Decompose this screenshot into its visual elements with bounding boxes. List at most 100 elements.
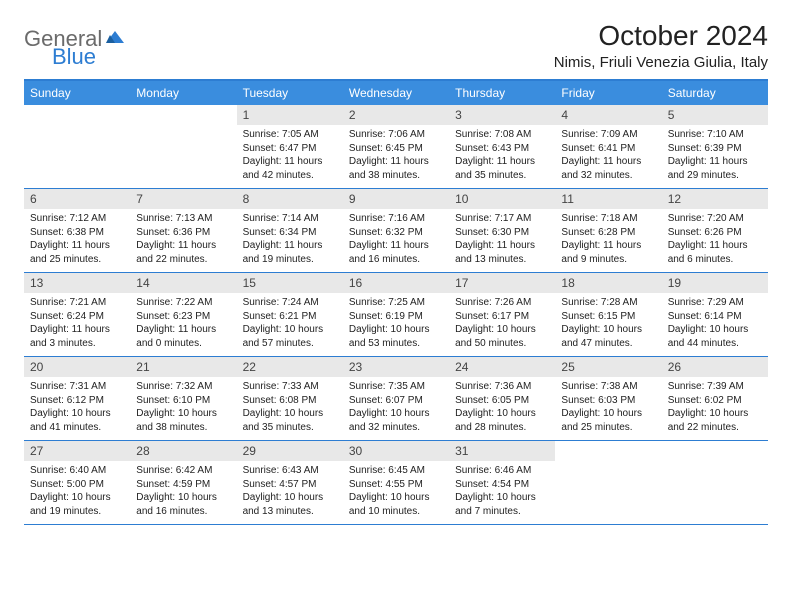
day-cell: 20Sunrise: 7:31 AMSunset: 6:12 PMDayligh… <box>24 357 130 441</box>
day-cell: 30Sunrise: 6:45 AMSunset: 4:55 PMDayligh… <box>343 441 449 525</box>
day-number: 31 <box>449 441 555 461</box>
day-number: 16 <box>343 273 449 293</box>
day-number: 19 <box>662 273 768 293</box>
day-cell: 22Sunrise: 7:33 AMSunset: 6:08 PMDayligh… <box>237 357 343 441</box>
day-cell: 11Sunrise: 7:18 AMSunset: 6:28 PMDayligh… <box>555 189 661 273</box>
day-details: Sunrise: 7:05 AMSunset: 6:47 PMDaylight:… <box>237 125 343 188</box>
day-details: Sunrise: 7:26 AMSunset: 6:17 PMDaylight:… <box>449 293 555 356</box>
day-number: 29 <box>237 441 343 461</box>
day-cell: 31Sunrise: 6:46 AMSunset: 4:54 PMDayligh… <box>449 441 555 525</box>
week-row: 6Sunrise: 7:12 AMSunset: 6:38 PMDaylight… <box>24 189 768 273</box>
day-number: 20 <box>24 357 130 377</box>
day-cell: 6Sunrise: 7:12 AMSunset: 6:38 PMDaylight… <box>24 189 130 273</box>
week-row: 20Sunrise: 7:31 AMSunset: 6:12 PMDayligh… <box>24 357 768 441</box>
day-number: 15 <box>237 273 343 293</box>
day-details: Sunrise: 7:16 AMSunset: 6:32 PMDaylight:… <box>343 209 449 272</box>
day-cell: 1Sunrise: 7:05 AMSunset: 6:47 PMDaylight… <box>237 105 343 189</box>
weekday-thursday: Thursday <box>449 80 555 105</box>
day-details: Sunrise: 7:08 AMSunset: 6:43 PMDaylight:… <box>449 125 555 188</box>
day-cell: 15Sunrise: 7:24 AMSunset: 6:21 PMDayligh… <box>237 273 343 357</box>
day-details: Sunrise: 7:06 AMSunset: 6:45 PMDaylight:… <box>343 125 449 188</box>
page-header: General October 2024 Nimis, Friuli Venez… <box>24 20 768 71</box>
day-number: 18 <box>555 273 661 293</box>
day-details: Sunrise: 7:12 AMSunset: 6:38 PMDaylight:… <box>24 209 130 272</box>
day-details: Sunrise: 7:21 AMSunset: 6:24 PMDaylight:… <box>24 293 130 356</box>
day-cell: 26Sunrise: 7:39 AMSunset: 6:02 PMDayligh… <box>662 357 768 441</box>
weekday-header-row: SundayMondayTuesdayWednesdayThursdayFrid… <box>24 80 768 105</box>
day-number: 22 <box>237 357 343 377</box>
day-details: Sunrise: 7:36 AMSunset: 6:05 PMDaylight:… <box>449 377 555 440</box>
logo-text-blue: Blue <box>52 44 96 69</box>
day-details: Sunrise: 7:28 AMSunset: 6:15 PMDaylight:… <box>555 293 661 356</box>
day-cell: 25Sunrise: 7:38 AMSunset: 6:03 PMDayligh… <box>555 357 661 441</box>
weekday-friday: Friday <box>555 80 661 105</box>
day-cell: .. <box>555 441 661 525</box>
day-details: Sunrise: 7:33 AMSunset: 6:08 PMDaylight:… <box>237 377 343 440</box>
day-cell: 7Sunrise: 7:13 AMSunset: 6:36 PMDaylight… <box>130 189 236 273</box>
day-number: 27 <box>24 441 130 461</box>
logo-line2: Blue <box>24 44 96 70</box>
location-text: Nimis, Friuli Venezia Giulia, Italy <box>554 54 768 71</box>
day-number: 17 <box>449 273 555 293</box>
day-cell: 10Sunrise: 7:17 AMSunset: 6:30 PMDayligh… <box>449 189 555 273</box>
day-cell: 28Sunrise: 6:42 AMSunset: 4:59 PMDayligh… <box>130 441 236 525</box>
day-number: 26 <box>662 357 768 377</box>
day-cell: 24Sunrise: 7:36 AMSunset: 6:05 PMDayligh… <box>449 357 555 441</box>
day-number: 24 <box>449 357 555 377</box>
weekday-wednesday: Wednesday <box>343 80 449 105</box>
day-number: 4 <box>555 105 661 125</box>
day-number: 2 <box>343 105 449 125</box>
day-number: 13 <box>24 273 130 293</box>
weekday-sunday: Sunday <box>24 80 130 105</box>
day-number: 12 <box>662 189 768 209</box>
calendar-table: SundayMondayTuesdayWednesdayThursdayFrid… <box>24 79 768 525</box>
day-cell: 9Sunrise: 7:16 AMSunset: 6:32 PMDaylight… <box>343 189 449 273</box>
day-details: Sunrise: 7:24 AMSunset: 6:21 PMDaylight:… <box>237 293 343 356</box>
day-number: 23 <box>343 357 449 377</box>
day-cell: 23Sunrise: 7:35 AMSunset: 6:07 PMDayligh… <box>343 357 449 441</box>
weekday-monday: Monday <box>130 80 236 105</box>
day-number: 7 <box>130 189 236 209</box>
weekday-tuesday: Tuesday <box>237 80 343 105</box>
week-row: 27Sunrise: 6:40 AMSunset: 5:00 PMDayligh… <box>24 441 768 525</box>
week-row: 13Sunrise: 7:21 AMSunset: 6:24 PMDayligh… <box>24 273 768 357</box>
day-details: Sunrise: 7:29 AMSunset: 6:14 PMDaylight:… <box>662 293 768 356</box>
title-block: October 2024 Nimis, Friuli Venezia Giuli… <box>554 20 768 71</box>
day-number: 9 <box>343 189 449 209</box>
day-number: 11 <box>555 189 661 209</box>
day-cell: 19Sunrise: 7:29 AMSunset: 6:14 PMDayligh… <box>662 273 768 357</box>
month-title: October 2024 <box>554 20 768 52</box>
day-cell: 13Sunrise: 7:21 AMSunset: 6:24 PMDayligh… <box>24 273 130 357</box>
day-details: Sunrise: 6:43 AMSunset: 4:57 PMDaylight:… <box>237 461 343 524</box>
day-details: Sunrise: 7:25 AMSunset: 6:19 PMDaylight:… <box>343 293 449 356</box>
day-cell: .. <box>662 441 768 525</box>
day-cell: .. <box>24 105 130 189</box>
day-cell: 5Sunrise: 7:10 AMSunset: 6:39 PMDaylight… <box>662 105 768 189</box>
day-details: Sunrise: 7:18 AMSunset: 6:28 PMDaylight:… <box>555 209 661 272</box>
week-row: ....1Sunrise: 7:05 AMSunset: 6:47 PMDayl… <box>24 105 768 189</box>
day-number: 28 <box>130 441 236 461</box>
day-details: Sunrise: 7:39 AMSunset: 6:02 PMDaylight:… <box>662 377 768 440</box>
day-details: Sunrise: 7:09 AMSunset: 6:41 PMDaylight:… <box>555 125 661 188</box>
weekday-saturday: Saturday <box>662 80 768 105</box>
day-cell: 29Sunrise: 6:43 AMSunset: 4:57 PMDayligh… <box>237 441 343 525</box>
day-number: 1 <box>237 105 343 125</box>
day-cell: 12Sunrise: 7:20 AMSunset: 6:26 PMDayligh… <box>662 189 768 273</box>
day-details: Sunrise: 7:38 AMSunset: 6:03 PMDaylight:… <box>555 377 661 440</box>
day-details: Sunrise: 7:31 AMSunset: 6:12 PMDaylight:… <box>24 377 130 440</box>
day-details: Sunrise: 7:13 AMSunset: 6:36 PMDaylight:… <box>130 209 236 272</box>
day-number: 8 <box>237 189 343 209</box>
day-cell: 3Sunrise: 7:08 AMSunset: 6:43 PMDaylight… <box>449 105 555 189</box>
day-cell: 14Sunrise: 7:22 AMSunset: 6:23 PMDayligh… <box>130 273 236 357</box>
flag-icon <box>106 29 126 50</box>
day-details: Sunrise: 7:14 AMSunset: 6:34 PMDaylight:… <box>237 209 343 272</box>
day-cell: 4Sunrise: 7:09 AMSunset: 6:41 PMDaylight… <box>555 105 661 189</box>
day-cell: 21Sunrise: 7:32 AMSunset: 6:10 PMDayligh… <box>130 357 236 441</box>
day-number: 5 <box>662 105 768 125</box>
day-number: 14 <box>130 273 236 293</box>
day-details: Sunrise: 6:45 AMSunset: 4:55 PMDaylight:… <box>343 461 449 524</box>
day-details: Sunrise: 7:32 AMSunset: 6:10 PMDaylight:… <box>130 377 236 440</box>
day-number: 21 <box>130 357 236 377</box>
day-number: 6 <box>24 189 130 209</box>
day-number: 30 <box>343 441 449 461</box>
